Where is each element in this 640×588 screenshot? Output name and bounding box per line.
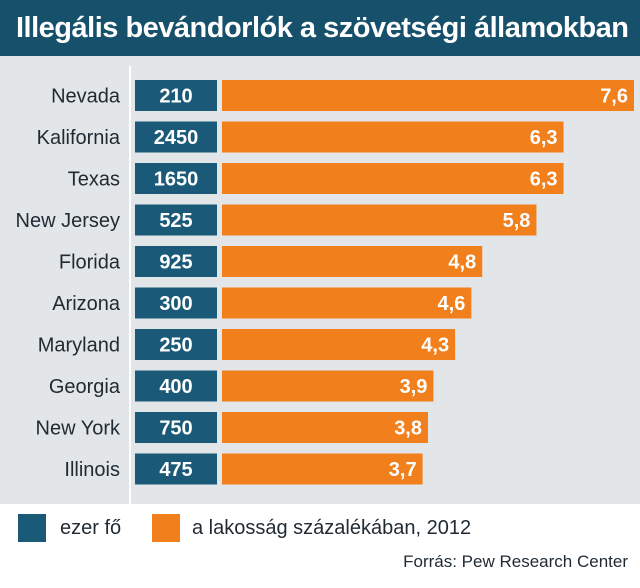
count-label: 210 bbox=[159, 86, 192, 108]
percent-label: 4,6 bbox=[438, 293, 466, 315]
count-box bbox=[135, 287, 217, 319]
count-label: 300 bbox=[159, 293, 192, 315]
percent-bar bbox=[222, 204, 537, 236]
category-label: Georgia bbox=[49, 376, 121, 398]
count-label: 925 bbox=[159, 252, 192, 274]
percent-label: 6,3 bbox=[530, 127, 558, 149]
category-label: Florida bbox=[59, 252, 121, 274]
legend-swatch-percent bbox=[152, 514, 180, 542]
percent-label: 3,7 bbox=[389, 459, 417, 481]
category-label: Illinois bbox=[64, 459, 120, 481]
category-label: Nevada bbox=[51, 86, 121, 108]
count-label: 400 bbox=[159, 376, 192, 398]
percent-bar bbox=[222, 370, 434, 402]
percent-bar bbox=[222, 329, 456, 360]
count-label: 250 bbox=[159, 335, 192, 357]
legend: ezer fő a lakosság százalékában, 2012 Fo… bbox=[0, 504, 640, 588]
percent-bar bbox=[222, 80, 634, 111]
count-label: 525 bbox=[159, 210, 192, 232]
percent-label: 3,9 bbox=[400, 376, 428, 398]
count-box bbox=[135, 370, 217, 402]
count-label: 2450 bbox=[154, 127, 199, 149]
count-box bbox=[135, 453, 217, 485]
count-box bbox=[135, 329, 217, 360]
category-label: Maryland bbox=[38, 335, 120, 357]
category-label: Arizona bbox=[52, 293, 121, 315]
percent-label: 6,3 bbox=[530, 169, 558, 191]
count-label: 750 bbox=[159, 418, 192, 440]
category-label: New York bbox=[36, 418, 121, 440]
legend-swatch-count bbox=[18, 514, 46, 542]
percent-label: 3,8 bbox=[394, 418, 422, 440]
count-box bbox=[135, 80, 217, 111]
percent-bar bbox=[222, 287, 472, 319]
chart-area: Nevada 210 7,6 Kalifornia 2450 6,3 Texas 1650 6,… bbox=[0, 56, 640, 504]
count-label: 1650 bbox=[154, 169, 199, 191]
source-note: Forrás: Pew Research Center bbox=[403, 552, 628, 571]
percent-bar bbox=[222, 121, 564, 153]
count-box bbox=[135, 412, 217, 443]
count-label: 475 bbox=[159, 459, 192, 481]
percent-bar bbox=[222, 412, 428, 443]
percent-bar bbox=[222, 453, 423, 485]
category-label: Texas bbox=[68, 169, 120, 191]
percent-label: 4,3 bbox=[421, 335, 449, 357]
percent-bar bbox=[222, 246, 483, 277]
percent-label: 4,8 bbox=[448, 252, 476, 274]
count-box bbox=[135, 246, 217, 277]
chart-title: Illegális bevándorlók a szövetségi állam… bbox=[0, 0, 640, 56]
bar-chart: Nevada 210 7,6 Kalifornia 2450 6,3 Texas 1650 6,… bbox=[16, 66, 634, 504]
count-box bbox=[135, 204, 217, 236]
percent-bar bbox=[222, 163, 564, 194]
category-label: Kalifornia bbox=[37, 127, 121, 149]
legend-label-percent: a lakosság százalékában, 2012 bbox=[192, 517, 472, 539]
legend-label-count: ezer fő bbox=[60, 517, 122, 539]
count-box bbox=[135, 163, 217, 194]
percent-label: 5,8 bbox=[503, 210, 531, 232]
percent-label: 7,6 bbox=[600, 86, 628, 108]
count-box bbox=[135, 121, 217, 153]
category-label: New Jersey bbox=[16, 210, 120, 232]
